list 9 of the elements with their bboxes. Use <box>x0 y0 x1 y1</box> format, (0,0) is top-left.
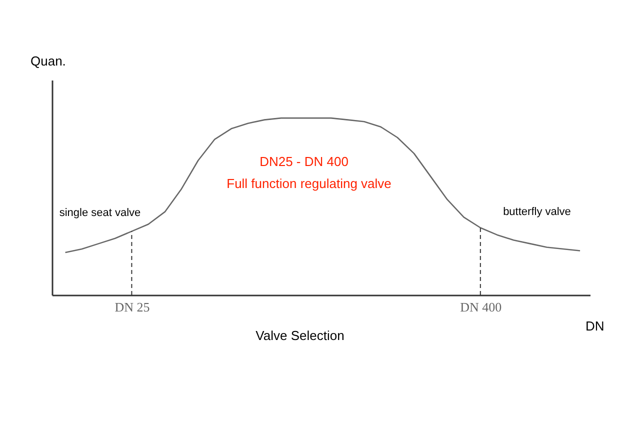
x-tick-label: DN 400 <box>460 300 502 314</box>
annotation: DN25 - DN 400 <box>260 154 348 169</box>
y-axis-title: Quan. <box>30 54 66 68</box>
x-axis-title: DN <box>586 318 604 334</box>
x-tick-label: DN 25 <box>114 300 150 314</box>
annotation: Full function regulating valve <box>226 176 392 191</box>
annotation: butterfly valve <box>503 206 571 218</box>
text: Valve Selection <box>256 328 344 343</box>
annotation: single seat valve <box>59 207 141 219</box>
